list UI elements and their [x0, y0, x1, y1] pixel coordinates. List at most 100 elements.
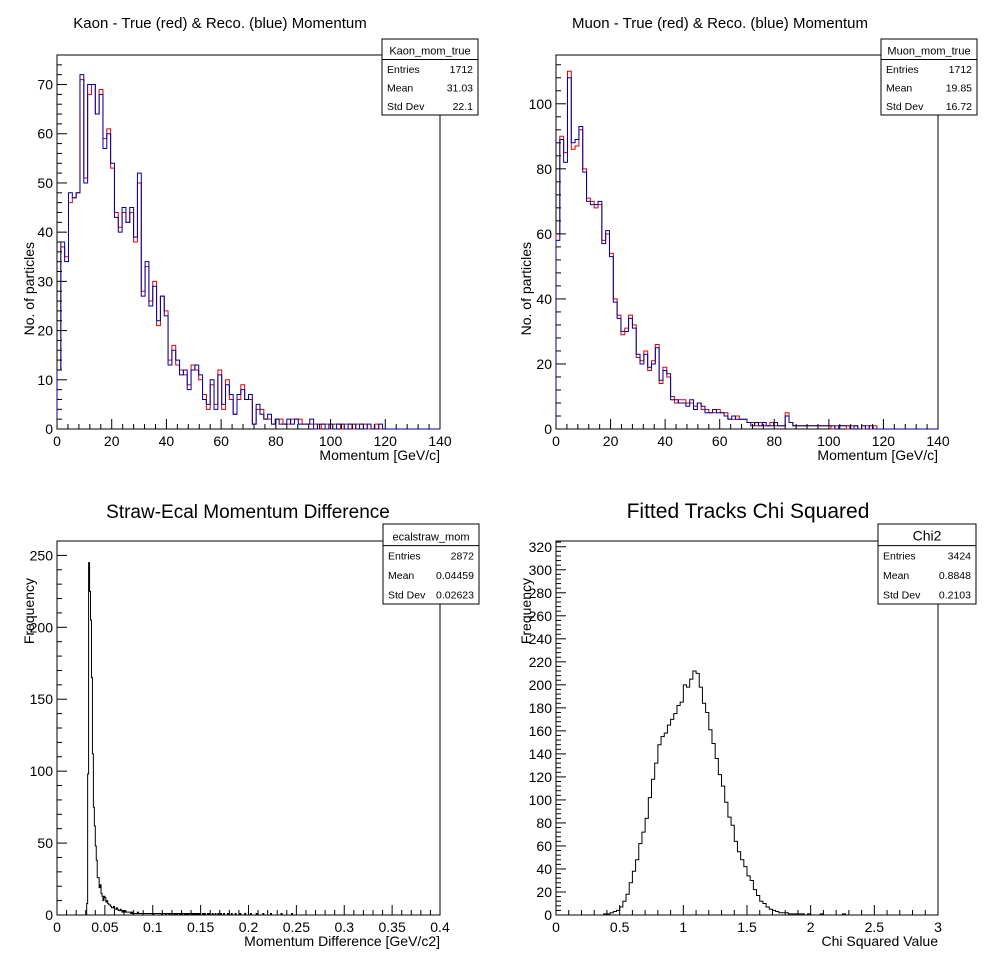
chart-title: Fitted Tracks Chi Squared [627, 500, 870, 523]
x-tick-label: 0.2 [239, 919, 259, 935]
y-axis-label: No. of particles [21, 242, 37, 335]
x-tick-label: 1.5 [737, 919, 757, 935]
stats-label: Entries [387, 64, 420, 76]
stats-name: ecalstraw_mom [392, 532, 469, 544]
y-tick-label: 40 [536, 291, 552, 307]
y-tick-label: 160 [529, 723, 553, 739]
x-tick-label: 0 [552, 919, 560, 935]
stats-value: 31.03 [447, 82, 473, 94]
stats-name: Chi2 [913, 528, 942, 544]
stats-value: 0.04459 [436, 570, 474, 582]
y-tick-label: 0 [544, 907, 552, 923]
x-tick-label: 60 [213, 433, 229, 449]
x-tick-label: 0.4 [430, 919, 450, 935]
histogram-series-2 [56, 74, 440, 430]
stats-label: Mean [883, 570, 909, 582]
chart-4: 0 0.5 1 1.5 2 2.5 3 0 20 40 60 80 100 120 140 160 180 200… [518, 500, 977, 949]
x-tick-label: 2.5 [865, 919, 885, 935]
x-tick-label: 0 [53, 919, 61, 935]
histogram-series-2 [555, 77, 938, 430]
y-tick-label: 40 [536, 861, 552, 877]
y-tick-label: 300 [529, 562, 553, 578]
stats-value: 19.85 [946, 82, 972, 94]
x-tick-label: 0.15 [187, 919, 214, 935]
y-tick-label: 240 [529, 631, 553, 647]
chart-title: Muon - True (red) & Reco. (blue) Momentu… [572, 15, 868, 32]
x-tick-label: 0.35 [379, 919, 406, 935]
stats-box-frame [880, 38, 978, 116]
histogram-series-1 [56, 79, 440, 430]
y-tick-label: 20 [536, 884, 552, 900]
y-tick-label: 50 [37, 175, 53, 191]
y-tick-label: 200 [30, 619, 54, 635]
x-tick-label: 120 [872, 433, 896, 449]
x-tick-label: 3 [934, 919, 942, 935]
y-tick-label: 10 [37, 372, 53, 388]
chart-title: Kaon - True (red) & Reco. (blue) Momentu… [73, 15, 366, 32]
y-axis-label: Frequency [21, 578, 37, 644]
y-tick-label: 40 [37, 224, 53, 240]
y-tick-label: 30 [37, 273, 53, 289]
stats-value: 3424 [948, 550, 972, 562]
stats-value: 0.8848 [939, 570, 971, 582]
stats-value: 22.1 [453, 101, 474, 113]
stats-label: Mean [387, 82, 413, 94]
x-axis-label: Momentum Difference [GeV/c2] [244, 933, 440, 949]
stats-box: Muon_mom_true Entries 1712 Mean 19.85 Std Dev… [880, 38, 978, 116]
stats-box: ecalstraw_mom Entries 2872 Mean 0.04459 Std D… [382, 523, 480, 605]
y-tick-label: 80 [536, 161, 552, 177]
stats-label: Std Dev [387, 101, 425, 113]
stats-box-frame [382, 523, 480, 605]
x-tick-label: 0 [53, 433, 61, 449]
x-tick-label: 0.1 [143, 919, 163, 935]
stats-box-frame [381, 38, 479, 116]
x-tick-label: 100 [817, 433, 841, 449]
y-axis-label: No. of particles [518, 242, 534, 335]
y-tick-label: 120 [529, 769, 553, 785]
y-tick-label: 20 [536, 356, 552, 372]
chart-3: 0 0.05 0.1 0.15 0.2 0.25 0.3 0.35 0.4 0 50 100 150 20… [21, 502, 480, 949]
stats-value: 2872 [451, 550, 475, 562]
y-tick-label: 50 [37, 835, 53, 851]
stats-label: Entries [883, 550, 916, 562]
y-tick-label: 70 [37, 77, 53, 93]
stats-label: Mean [886, 82, 912, 94]
stats-box: Chi2 Entries 3424 Mean 0.8848 Std Dev 0.2103 [877, 523, 977, 605]
x-tick-label: 1 [679, 919, 687, 935]
stats-box-frame [877, 523, 977, 605]
y-tick-label: 0 [45, 907, 53, 923]
y-tick-label: 260 [529, 608, 553, 624]
chart-title: Straw-Ecal Momentum Difference [106, 502, 390, 523]
stats-label: Mean [388, 570, 414, 582]
y-tick-label: 20 [37, 323, 53, 339]
histogram-series-1 [86, 562, 294, 916]
stats-value: 0.02623 [436, 589, 474, 601]
y-tick-label: 60 [536, 226, 552, 242]
x-tick-label: 0.5 [610, 919, 630, 935]
y-axis-label: Frequency [518, 578, 534, 644]
stats-label: Std Dev [883, 589, 921, 601]
y-tick-label: 80 [536, 815, 552, 831]
x-tick-label: 2 [807, 919, 815, 935]
x-tick-label: 0.25 [283, 919, 310, 935]
x-tick-label: 40 [159, 433, 175, 449]
stats-label: Entries [886, 64, 919, 76]
stats-value: 16.72 [946, 101, 972, 113]
chart-1: 0 20 40 60 80 100 120 140 0 10 20 30 40 50 60 70 Kaon - … [21, 15, 479, 463]
y-tick-label: 150 [30, 691, 54, 707]
y-tick-label: 0 [544, 421, 552, 437]
y-tick-label: 180 [529, 700, 553, 716]
x-tick-label: 140 [428, 433, 452, 449]
y-tick-label: 250 [30, 547, 54, 563]
x-tick-label: 20 [104, 433, 120, 449]
y-tick-label: 220 [529, 654, 553, 670]
y-tick-label: 100 [30, 763, 54, 779]
x-axis-label: Momentum [GeV/c] [319, 447, 440, 463]
y-tick-label: 200 [529, 677, 553, 693]
x-tick-label: 60 [712, 433, 728, 449]
x-tick-label: 0.3 [335, 919, 355, 935]
stats-value: 1712 [450, 64, 474, 76]
stats-box: Kaon_mom_true Entries 1712 Mean 31.03 Std Dev… [381, 38, 479, 116]
histogram-series-1 [556, 670, 938, 916]
